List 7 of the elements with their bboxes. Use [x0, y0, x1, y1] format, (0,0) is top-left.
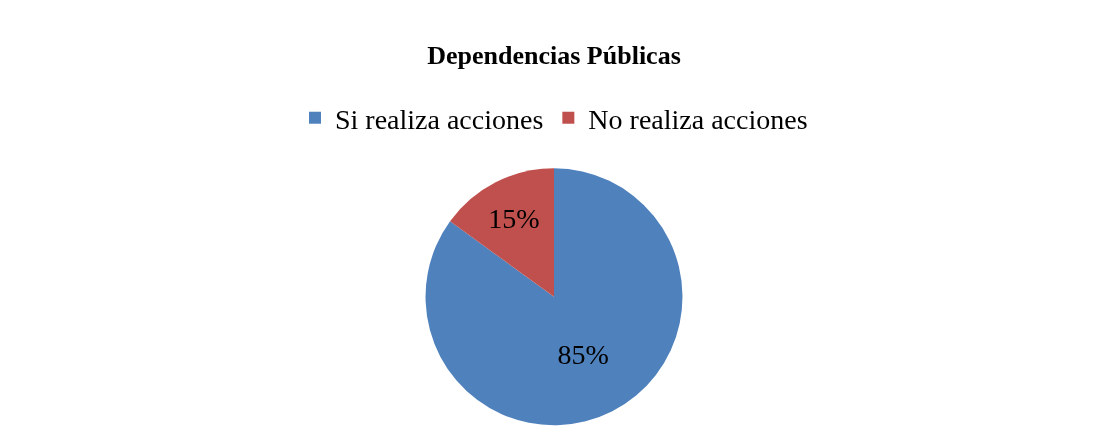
data-label: 15% — [488, 202, 540, 234]
chart-title: Dependencias Públicas — [427, 41, 681, 71]
legend-label: No realiza acciones — [588, 103, 808, 135]
pie-slice — [450, 168, 554, 297]
legend-label: Si realiza acciones — [335, 103, 544, 135]
data-label: 85% — [557, 338, 609, 370]
pie-slice — [425, 168, 683, 426]
